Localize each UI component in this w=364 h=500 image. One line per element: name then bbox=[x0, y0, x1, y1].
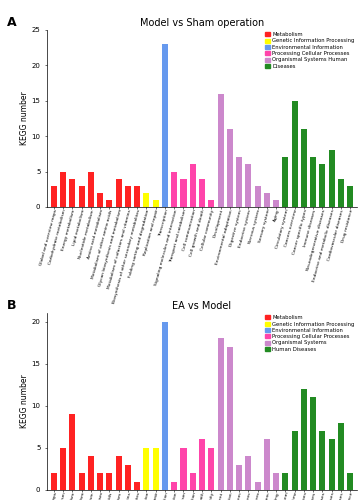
Bar bbox=[208, 448, 214, 490]
Bar bbox=[88, 456, 94, 490]
Bar bbox=[97, 193, 103, 207]
Bar bbox=[69, 178, 75, 207]
Bar bbox=[245, 456, 252, 490]
Bar bbox=[273, 473, 279, 490]
Bar bbox=[162, 322, 168, 490]
Bar bbox=[116, 178, 122, 207]
Bar bbox=[218, 94, 223, 207]
Bar bbox=[79, 473, 84, 490]
Bar bbox=[347, 473, 353, 490]
Bar bbox=[97, 473, 103, 490]
Bar bbox=[181, 178, 186, 207]
Legend: Metabolism, Genetic Information Processing, Environmental Information, Processin: Metabolism, Genetic Information Processi… bbox=[264, 314, 356, 353]
Bar bbox=[254, 482, 261, 490]
Bar bbox=[218, 338, 223, 490]
Bar bbox=[106, 473, 112, 490]
Text: A: A bbox=[7, 16, 17, 29]
Bar bbox=[301, 129, 307, 207]
Bar bbox=[51, 186, 57, 207]
Bar bbox=[292, 101, 298, 207]
Bar bbox=[338, 422, 344, 490]
Bar bbox=[134, 186, 140, 207]
Bar bbox=[181, 448, 186, 490]
Bar bbox=[254, 186, 261, 207]
Bar bbox=[236, 464, 242, 490]
Y-axis label: KEGG number: KEGG number bbox=[20, 374, 29, 428]
Bar bbox=[190, 473, 196, 490]
Bar bbox=[320, 431, 325, 490]
Bar bbox=[329, 440, 335, 490]
Bar bbox=[245, 164, 252, 207]
Y-axis label: KEGG number: KEGG number bbox=[20, 92, 29, 146]
Text: B: B bbox=[7, 299, 17, 312]
Title: EA vs Model: EA vs Model bbox=[173, 301, 232, 311]
Bar bbox=[310, 398, 316, 490]
Bar bbox=[51, 473, 57, 490]
Bar bbox=[264, 193, 270, 207]
Bar bbox=[282, 473, 288, 490]
Bar bbox=[301, 389, 307, 490]
Bar bbox=[60, 172, 66, 207]
Bar bbox=[153, 448, 159, 490]
Bar bbox=[227, 347, 233, 490]
Bar bbox=[310, 158, 316, 207]
Bar bbox=[347, 186, 353, 207]
Bar bbox=[208, 200, 214, 207]
Bar bbox=[125, 464, 131, 490]
Bar bbox=[292, 431, 298, 490]
Bar bbox=[69, 414, 75, 490]
Bar bbox=[320, 164, 325, 207]
Bar bbox=[171, 172, 177, 207]
Bar bbox=[282, 158, 288, 207]
Bar bbox=[329, 150, 335, 207]
Bar bbox=[171, 482, 177, 490]
Bar bbox=[162, 44, 168, 207]
Title: Model vs Sham operation: Model vs Sham operation bbox=[140, 18, 264, 28]
Bar bbox=[125, 186, 131, 207]
Bar bbox=[199, 178, 205, 207]
Bar bbox=[190, 164, 196, 207]
Bar bbox=[227, 129, 233, 207]
Bar bbox=[199, 440, 205, 490]
Bar bbox=[134, 482, 140, 490]
Bar bbox=[273, 200, 279, 207]
Bar bbox=[60, 448, 66, 490]
Bar bbox=[143, 448, 150, 490]
Bar bbox=[338, 178, 344, 207]
Bar bbox=[153, 200, 159, 207]
Bar bbox=[236, 158, 242, 207]
Bar bbox=[116, 456, 122, 490]
Legend: Metabolism, Genetic Information Processing, Environmental Information, Processin: Metabolism, Genetic Information Processi… bbox=[264, 31, 356, 70]
Bar bbox=[143, 193, 150, 207]
Bar bbox=[106, 200, 112, 207]
Bar bbox=[264, 440, 270, 490]
Bar bbox=[88, 172, 94, 207]
Bar bbox=[79, 186, 84, 207]
